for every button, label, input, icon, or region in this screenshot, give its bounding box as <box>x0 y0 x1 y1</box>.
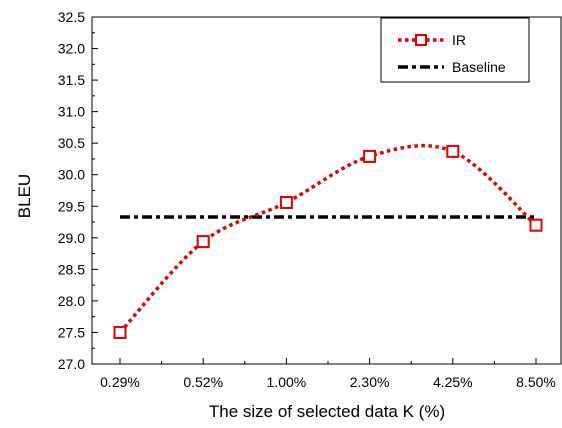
y-tick-label: 32.5 <box>58 9 85 25</box>
legend-ir-label: IR <box>452 32 466 48</box>
x-axis-ticks <box>119 358 537 364</box>
y-tick-label: 29.0 <box>58 230 85 246</box>
y-tick-label: 30.5 <box>58 135 85 151</box>
ir-line <box>118 144 538 334</box>
x-tick-label: 1.00% <box>267 374 307 390</box>
y-tick-label: 28.0 <box>58 293 85 309</box>
y-tick-label: 28.5 <box>58 261 85 277</box>
y-axis-ticks <box>92 16 98 365</box>
y-tick-label: 29.5 <box>58 198 85 214</box>
legend-baseline-label: Baseline <box>452 59 506 75</box>
y-tick-label: 27.5 <box>58 324 85 340</box>
legend-ir-marker <box>415 34 427 46</box>
y-tick-label: 27.0 <box>58 356 85 372</box>
legend-items: IR Baseline <box>398 32 506 75</box>
y-tick-label: 30.0 <box>58 167 85 183</box>
y-axis-title: BLEU <box>15 174 34 218</box>
x-tick-label: 0.29% <box>100 374 140 390</box>
ir-point <box>446 144 460 158</box>
y-axis-tick-labels: 27.0 27.5 28.0 28.5 29.0 29.5 30.0 30.5 31.0 31.5… <box>58 9 85 372</box>
ir-point <box>113 325 127 339</box>
y-tick-label: 31.5 <box>58 72 85 88</box>
x-tick-label: 8.50% <box>516 374 556 390</box>
series-layer <box>113 144 543 339</box>
y-tick-label: 31.0 <box>58 104 85 120</box>
x-axis-title: The size of selected data K (%) <box>209 402 445 421</box>
legend: IR Baseline <box>380 17 530 83</box>
x-axis-tick-labels: 0.29% 0.52% 1.00% 2.30% 4.25% 8.50% <box>100 374 556 390</box>
ir-point <box>279 195 293 209</box>
ir-point <box>196 235 210 249</box>
y-tick-label: 32.0 <box>58 41 85 57</box>
ir-point <box>363 149 377 163</box>
x-tick-label: 2.30% <box>350 374 390 390</box>
x-tick-label: 0.52% <box>183 374 223 390</box>
x-tick-label: 4.25% <box>433 374 473 390</box>
legend-box <box>380 17 530 83</box>
ir-point <box>529 218 543 232</box>
plot-area-frame <box>91 16 562 365</box>
